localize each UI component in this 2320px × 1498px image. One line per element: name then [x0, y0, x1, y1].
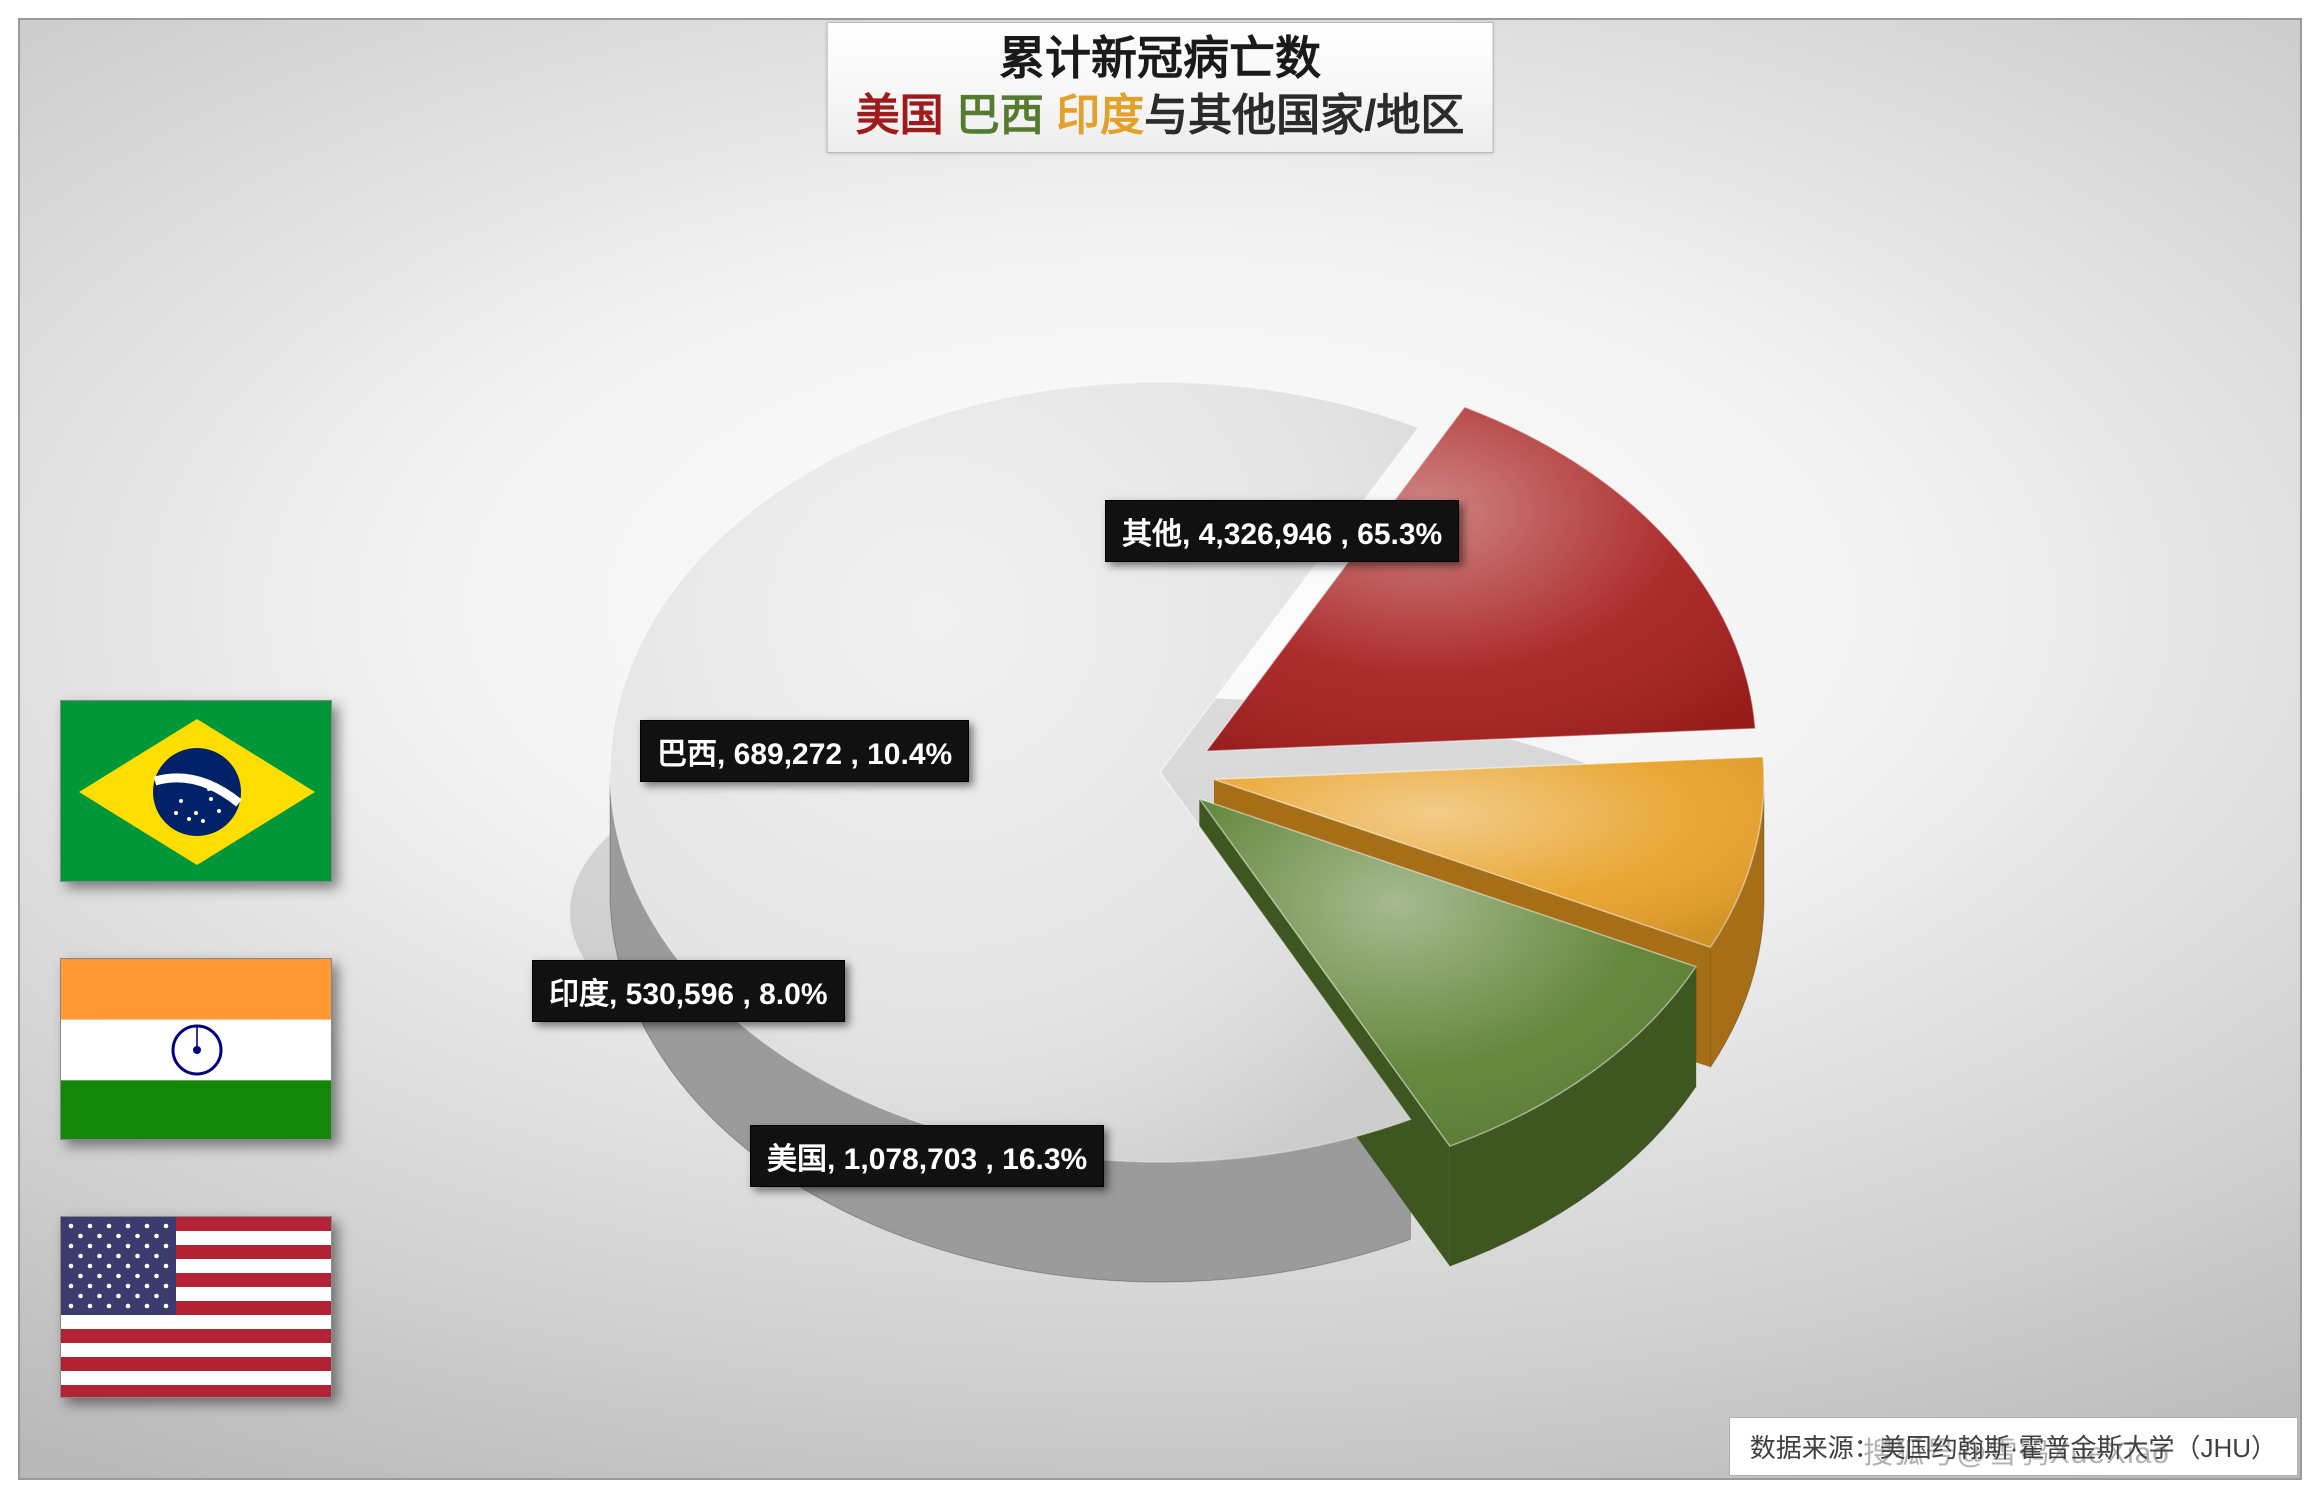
data-source-box: 数据来源：美国约翰斯·霍普金斯大学（JHU） — [1729, 1417, 2298, 1476]
source-value: 美国约翰斯·霍普金斯大学（JHU） — [1880, 1433, 2277, 1463]
flag-usa — [60, 1216, 332, 1398]
chart-title-box: 累计新冠病亡数 美国 巴西 印度与其他国家/地区 — [827, 22, 1494, 153]
title-line-2: 美国 巴西 印度与其他国家/地区 — [856, 88, 1465, 144]
flag-brazil — [60, 700, 332, 882]
pie-svg — [410, 272, 1910, 1372]
title-part-brazil: 巴西 — [956, 91, 1044, 140]
label-india: 印度, 530,596 , 8.0% — [532, 960, 845, 1022]
title-part-sp2 — [1044, 91, 1056, 140]
title-part-rest: 与其他国家/地区 — [1144, 91, 1464, 140]
label-usa: 美国, 1,078,703 , 16.3% — [750, 1125, 1104, 1187]
flag-column — [60, 700, 332, 1398]
flag-india — [60, 958, 332, 1140]
label-brazil: 巴西, 689,272 , 10.4% — [640, 720, 969, 782]
source-label: 数据来源： — [1750, 1433, 1880, 1463]
title-part-usa: 美国 — [856, 91, 944, 140]
pie-chart — [410, 272, 1910, 1372]
title-part-sp1 — [944, 91, 956, 140]
label-other: 其他, 4,326,946 , 65.3% — [1105, 500, 1459, 562]
title-part-india: 印度 — [1056, 91, 1144, 140]
chart-stage: 累计新冠病亡数 美国 巴西 印度与其他国家/地区 其他, 4,326,946 ,… — [18, 18, 2302, 1480]
title-line-1: 累计新冠病亡数 — [856, 29, 1465, 88]
